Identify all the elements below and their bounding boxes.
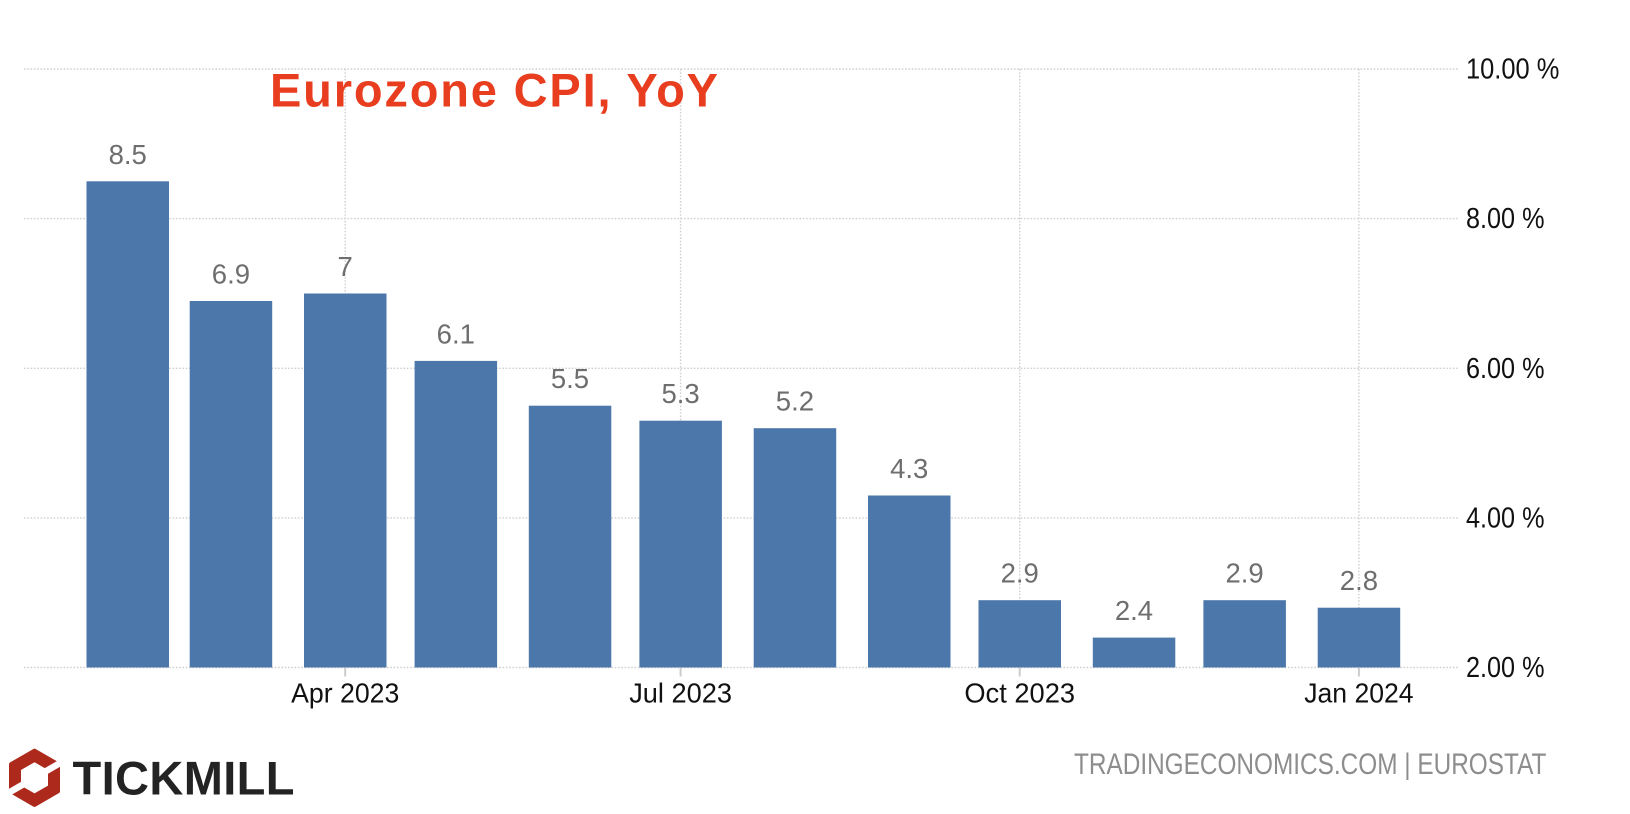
svg-text:6.1: 6.1 — [437, 318, 475, 349]
svg-text:8.00 %: 8.00 % — [1466, 203, 1545, 235]
svg-text:10.00 %: 10.00 % — [1466, 54, 1559, 86]
svg-text:4.00 %: 4.00 % — [1466, 502, 1545, 534]
svg-text:8.5: 8.5 — [109, 139, 147, 170]
svg-text:5.5: 5.5 — [551, 363, 589, 394]
svg-text:6.9: 6.9 — [212, 259, 250, 290]
svg-text:Jul 2023: Jul 2023 — [629, 677, 732, 708]
svg-text:6.00 %: 6.00 % — [1466, 353, 1545, 385]
svg-text:2.9: 2.9 — [1225, 558, 1263, 589]
svg-text:2.4: 2.4 — [1115, 595, 1153, 626]
svg-text:2.00 %: 2.00 % — [1466, 652, 1545, 684]
svg-text:2.9: 2.9 — [1001, 558, 1039, 589]
svg-text:5.3: 5.3 — [661, 378, 699, 409]
svg-text:7: 7 — [338, 251, 353, 282]
svg-text:TRADINGECONOMICS.COM | EUROSTA: TRADINGECONOMICS.COM | EUROSTAT — [1074, 748, 1546, 781]
svg-text:Jan 2024: Jan 2024 — [1304, 677, 1413, 708]
svg-text:TICKMILL: TICKMILL — [73, 752, 295, 805]
svg-text:Oct 2023: Oct 2023 — [964, 677, 1075, 708]
svg-text:2.8: 2.8 — [1340, 565, 1378, 596]
svg-text:Eurozone CPI, YoY: Eurozone CPI, YoY — [270, 64, 718, 117]
svg-text:4.3: 4.3 — [890, 453, 928, 484]
svg-text:Apr 2023: Apr 2023 — [291, 677, 399, 708]
svg-text:5.2: 5.2 — [776, 386, 814, 417]
